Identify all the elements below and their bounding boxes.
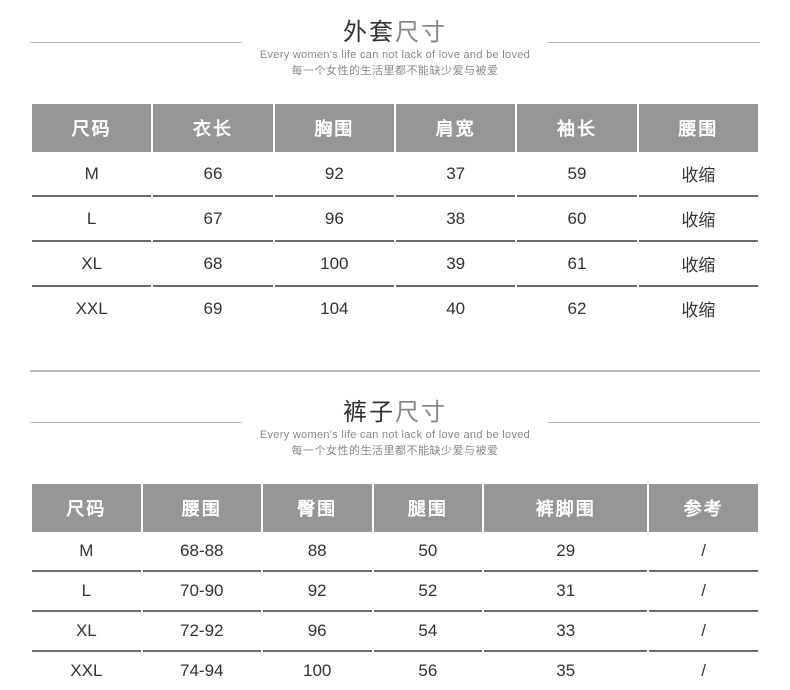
jacket-size-table: 尺码 衣长 胸围 肩宽 袖长 腰围 M 66 92 37 59 收缩 L 67 … (30, 104, 760, 330)
cell: 92 (275, 152, 394, 197)
col-header: 参考 (649, 484, 758, 532)
col-header: 裤脚围 (484, 484, 647, 532)
cell: 40 (396, 287, 515, 330)
col-header: 腰围 (639, 104, 758, 152)
cell: 96 (275, 197, 394, 242)
cell: 收缩 (639, 287, 758, 330)
col-header: 臀围 (263, 484, 372, 532)
cell: 38 (396, 197, 515, 242)
col-header: 肩宽 (396, 104, 515, 152)
cell: XL (32, 242, 151, 287)
cell: L (32, 572, 141, 612)
table-row: L 67 96 38 60 收缩 (32, 197, 758, 242)
cell: 74-94 (143, 652, 261, 690)
cell: 50 (374, 532, 483, 572)
cell: 60 (517, 197, 636, 242)
cell: 39 (396, 242, 515, 287)
subtitle-en: Every women's life can not lack of love … (260, 429, 530, 441)
cell: 67 (153, 197, 272, 242)
cell: 92 (263, 572, 372, 612)
cell: 96 (263, 612, 372, 652)
cell: 37 (396, 152, 515, 197)
cell: M (32, 532, 141, 572)
title-bold: 外套 (343, 19, 395, 46)
jacket-section: 外套尺寸 Every women's life can not lack of … (30, 10, 760, 372)
subtitle-cn: 每一个女性的生活里都不能缺少爱与被爱 (260, 62, 530, 78)
cell: 100 (275, 242, 394, 287)
cell: 29 (484, 532, 647, 572)
table-row: L 70-90 92 52 31 / (32, 572, 758, 612)
title-bold: 裤子 (343, 399, 395, 426)
table-header-row: 尺码 衣长 胸围 肩宽 袖长 腰围 (32, 104, 758, 152)
cell: XL (32, 612, 141, 652)
cell: 66 (153, 152, 272, 197)
cell: 56 (374, 652, 483, 690)
title-light: 尺寸 (395, 399, 447, 426)
cell: 68 (153, 242, 272, 287)
col-header: 腿围 (374, 484, 483, 532)
col-header: 衣长 (153, 104, 272, 152)
table-header-row: 尺码 腰围 臀围 腿围 裤脚围 参考 (32, 484, 758, 532)
cell: 70-90 (143, 572, 261, 612)
col-header: 袖长 (517, 104, 636, 152)
col-header: 胸围 (275, 104, 394, 152)
cell: 62 (517, 287, 636, 330)
pants-size-table: 尺码 腰围 臀围 腿围 裤脚围 参考 M 68-88 88 50 29 / L … (30, 484, 760, 690)
subtitle-en: Every women's life can not lack of love … (260, 49, 530, 61)
cell: 52 (374, 572, 483, 612)
cell: 100 (263, 652, 372, 690)
cell: 收缩 (639, 152, 758, 197)
table-row: M 68-88 88 50 29 / (32, 532, 758, 572)
cell: 72-92 (143, 612, 261, 652)
cell: 88 (263, 532, 372, 572)
cell: M (32, 152, 151, 197)
col-header: 腰围 (143, 484, 261, 532)
cell: XXL (32, 287, 151, 330)
col-header: 尺码 (32, 104, 151, 152)
cell: 54 (374, 612, 483, 652)
cell: 收缩 (639, 197, 758, 242)
section-bottom-line (30, 370, 760, 372)
cell: 68-88 (143, 532, 261, 572)
cell: 31 (484, 572, 647, 612)
cell: 61 (517, 242, 636, 287)
table-row: XXL 69 104 40 62 收缩 (32, 287, 758, 330)
cell: L (32, 197, 151, 242)
cell: 69 (153, 287, 272, 330)
cell: 59 (517, 152, 636, 197)
cell: XXL (32, 652, 141, 690)
table-row: M 66 92 37 59 收缩 (32, 152, 758, 197)
jacket-title: 外套尺寸 Every women's life can not lack of … (242, 12, 548, 78)
col-header: 尺码 (32, 484, 141, 532)
table-row: XXL 74-94 100 56 35 / (32, 652, 758, 690)
cell: 收缩 (639, 242, 758, 287)
table-row: XL 68 100 39 61 收缩 (32, 242, 758, 287)
table-row: XL 72-92 96 54 33 / (32, 612, 758, 652)
pants-title: 裤子尺寸 Every women's life can not lack of … (242, 392, 548, 458)
cell: 104 (275, 287, 394, 330)
pants-title-block: 裤子尺寸 Every women's life can not lack of … (30, 390, 760, 459)
cell: / (649, 572, 758, 612)
cell: / (649, 612, 758, 652)
title-light: 尺寸 (395, 19, 447, 46)
subtitle-cn: 每一个女性的生活里都不能缺少爱与被爱 (260, 442, 530, 458)
cell: / (649, 532, 758, 572)
pants-section: 裤子尺寸 Every women's life can not lack of … (30, 390, 760, 690)
cell: 35 (484, 652, 647, 690)
jacket-title-block: 外套尺寸 Every women's life can not lack of … (30, 10, 760, 79)
cell: 33 (484, 612, 647, 652)
cell: / (649, 652, 758, 690)
